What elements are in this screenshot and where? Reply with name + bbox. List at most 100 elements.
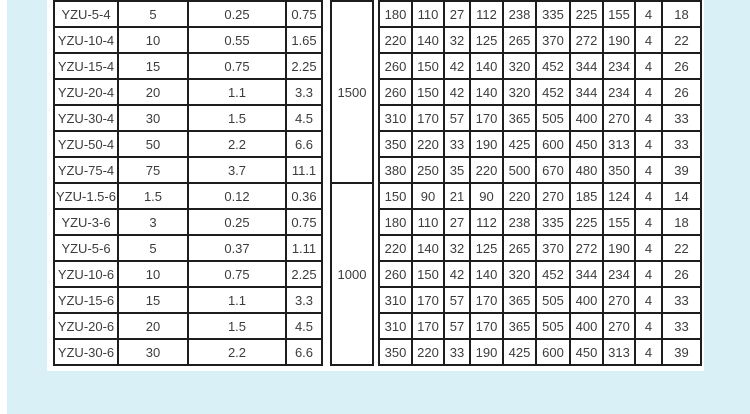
spec-row-right: 260 150 42 140 320 452 344 234 4 26	[378, 260, 702, 288]
dimension-cell: 57	[443, 312, 471, 340]
spec-table-right: 180 110 27 112 238 335 225 155 4 18 220 140 32 125 265…	[378, 0, 702, 366]
dimension-cell: 370	[535, 26, 571, 54]
dimension-cell: 310	[378, 312, 413, 340]
dimension-cell: 260	[378, 78, 413, 106]
dimension-cell: 4	[634, 338, 663, 366]
value-cell: 4.5	[285, 104, 323, 132]
value-cell: 4.5	[285, 312, 323, 340]
dimension-cell: 425	[502, 130, 537, 158]
dimension-cell: 344	[569, 78, 604, 106]
dimension-cell: 425	[502, 338, 537, 366]
dimension-cell: 39	[661, 338, 702, 366]
spec-row-right: 150 90 21 90 220 270 185 124 4 14	[378, 182, 702, 210]
dimension-cell: 170	[469, 312, 504, 340]
dimension-cell: 505	[535, 312, 571, 340]
model-cell: YZU-20-6	[53, 312, 119, 340]
dimension-cell: 190	[469, 338, 504, 366]
dimension-cell: 125	[469, 26, 504, 54]
dimension-cell: 150	[411, 78, 445, 106]
dimension-cell: 310	[378, 104, 413, 132]
spec-row-right: 260 150 42 140 320 452 344 234 4 26	[378, 52, 702, 80]
dimension-cell: 400	[569, 312, 604, 340]
dimension-cell: 505	[535, 104, 571, 132]
dimension-cell: 505	[535, 286, 571, 314]
dimension-cell: 220	[411, 338, 445, 366]
model-cell: YZU-10-6	[53, 260, 119, 288]
dimension-cell: 190	[602, 26, 636, 54]
dimension-cell: 140	[469, 78, 504, 106]
value-cell: 6.6	[285, 130, 323, 158]
dimension-cell: 238	[502, 208, 537, 236]
dimension-cell: 4	[634, 286, 663, 314]
dimension-cell: 4	[634, 26, 663, 54]
dimension-cell: 180	[378, 0, 413, 28]
dimension-cell: 4	[634, 234, 663, 262]
value-cell: 5	[117, 234, 189, 262]
value-cell: 1.1	[187, 78, 287, 106]
value-cell: 0.12	[187, 182, 287, 210]
dimension-cell: 42	[443, 78, 471, 106]
dimension-cell: 155	[602, 208, 636, 236]
dimension-cell: 220	[411, 130, 445, 158]
dimension-cell: 33	[443, 338, 471, 366]
value-cell: 3.3	[285, 286, 323, 314]
dimension-cell: 112	[469, 0, 504, 28]
value-cell: 0.75	[285, 0, 323, 28]
dimension-cell: 33	[443, 130, 471, 158]
dimension-cell: 350	[602, 156, 636, 184]
spec-row-left: YZU-30-4 30 1.5 4.5	[53, 104, 323, 132]
spec-row-right: 310 170 57 170 365 505 400 270 4 33	[378, 104, 702, 132]
value-cell: 6.6	[285, 338, 323, 366]
dimension-cell: 350	[378, 130, 413, 158]
dimension-cell: 22	[661, 234, 702, 262]
model-cell: YZU-5-4	[53, 0, 119, 28]
model-cell: YZU-3-6	[53, 208, 119, 236]
dimension-cell: 220	[502, 182, 537, 210]
spec-row-left: YZU-10-6 10 0.75 2.25	[53, 260, 323, 288]
dimension-cell: 365	[502, 312, 537, 340]
dimension-cell: 32	[443, 234, 471, 262]
spec-table-panel: YZU-5-4 5 0.25 0.75 YZU-10-4 10 0.55 1.65 YZU-15…	[47, 0, 704, 371]
value-cell: 0.55	[187, 26, 287, 54]
dimension-cell: 18	[661, 0, 702, 28]
dimension-cell: 313	[602, 338, 636, 366]
dimension-cell: 150	[411, 52, 445, 80]
dimension-cell: 365	[502, 286, 537, 314]
dimension-cell: 26	[661, 260, 702, 288]
dimension-cell: 272	[569, 26, 604, 54]
dimension-cell: 39	[661, 156, 702, 184]
value-cell: 1.65	[285, 26, 323, 54]
dimension-cell: 335	[535, 0, 571, 28]
spec-row-right: 220 140 32 125 265 370 272 190 4 22	[378, 26, 702, 54]
dimension-cell: 335	[535, 208, 571, 236]
value-cell: 50	[117, 130, 189, 158]
spec-table-left: YZU-5-4 5 0.25 0.75 YZU-10-4 10 0.55 1.65 YZU-15…	[53, 0, 323, 366]
spec-row-right: 180 110 27 112 238 335 225 155 4 18	[378, 208, 702, 236]
dimension-cell: 380	[378, 156, 413, 184]
value-cell: 3.7	[187, 156, 287, 184]
value-cell: 15	[117, 52, 189, 80]
dimension-cell: 140	[411, 234, 445, 262]
dimension-cell: 150	[378, 182, 413, 210]
dimension-cell: 170	[469, 104, 504, 132]
dimension-cell: 452	[535, 52, 571, 80]
dimension-cell: 220	[378, 26, 413, 54]
dimension-cell: 150	[411, 260, 445, 288]
dimension-cell: 33	[661, 130, 702, 158]
spec-row-right: 350 220 33 190 425 600 450 313 4 33	[378, 130, 702, 158]
spec-row-left: YZU-3-6 3 0.25 0.75	[53, 208, 323, 236]
value-cell: 10	[117, 260, 189, 288]
value-cell: 2.25	[285, 52, 323, 80]
dimension-cell: 313	[602, 130, 636, 158]
dimension-cell: 180	[378, 208, 413, 236]
dimension-cell: 365	[502, 104, 537, 132]
dimension-cell: 42	[443, 260, 471, 288]
dimension-cell: 14	[661, 182, 702, 210]
dimension-cell: 21	[443, 182, 471, 210]
dimension-cell: 260	[378, 52, 413, 80]
spec-row-right: 310 170 57 170 365 505 400 270 4 33	[378, 286, 702, 314]
value-cell: 20	[117, 312, 189, 340]
value-cell: 0.37	[187, 234, 287, 262]
dimension-cell: 4	[634, 312, 663, 340]
